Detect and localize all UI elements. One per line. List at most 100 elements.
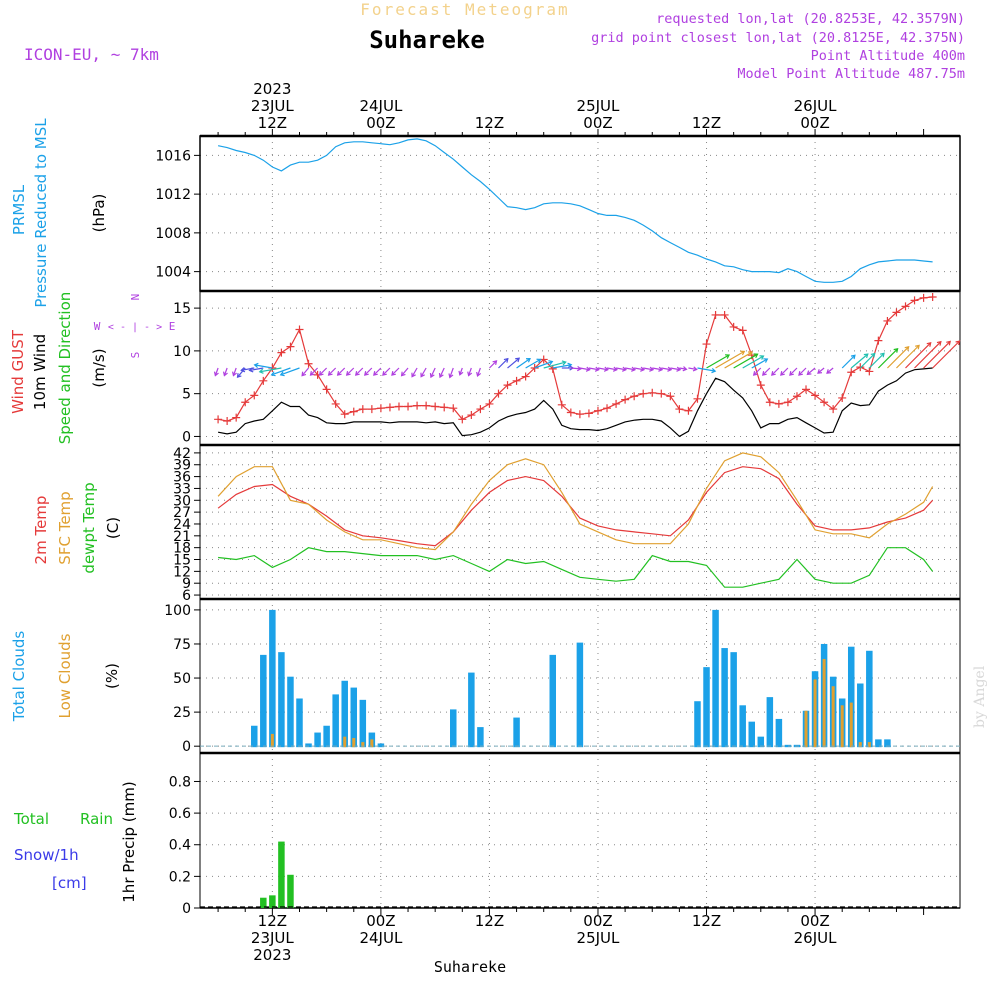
gust-marker (811, 391, 820, 400)
bar-low-clouds (858, 742, 862, 748)
wind-arrow (652, 367, 663, 371)
wind-arrow-head (863, 353, 869, 359)
wind-arrow (742, 355, 764, 369)
wind-arrow-head (594, 366, 600, 372)
wind-arrow (859, 353, 876, 369)
pressure-unit: (hPa) (90, 194, 108, 233)
y-tick-label: 0.8 (169, 774, 191, 790)
wind-arrow (579, 367, 590, 371)
wind-arrow (850, 353, 869, 369)
bar-low-clouds (804, 710, 808, 748)
bar-low-clouds (822, 658, 826, 748)
gust-marker (756, 381, 765, 390)
wind-arrow (670, 367, 681, 371)
wind-arrow-head (740, 350, 746, 356)
y-tick-label: 27 (173, 505, 191, 521)
wind-arrow-head (503, 357, 509, 363)
wind-arrow (301, 367, 309, 377)
y-tick-label: 10 (173, 344, 191, 360)
wind-arrow-head (936, 340, 942, 346)
bottom-time-label: 24JUL (359, 929, 402, 947)
bar-total-clouds (757, 736, 765, 748)
temp-unit: (C) (104, 517, 122, 539)
wind-arrow-head (467, 371, 473, 377)
gust-marker (693, 394, 702, 403)
total-clouds-label: Total Clouds (10, 631, 28, 723)
wind-arrow (254, 364, 273, 369)
wind-arrow (249, 367, 264, 372)
wind-arrow (886, 346, 910, 369)
wind-arrow-head (789, 371, 794, 376)
gust-marker (566, 408, 575, 417)
gust-marker (838, 393, 847, 402)
wind-arrow (223, 367, 228, 376)
wind-arrow (319, 367, 328, 376)
compass-dash: < - | - > (108, 322, 162, 333)
bar-total-clouds (450, 709, 457, 748)
gust-marker (639, 389, 648, 398)
wind-arrow (373, 367, 382, 376)
gust-marker (241, 398, 250, 407)
compass-w: W (94, 320, 101, 333)
wind-arrow (771, 367, 780, 376)
y-tick-label: 0 (182, 429, 191, 445)
bar-total-clouds (721, 648, 728, 748)
panel-frame (199, 752, 961, 909)
gust-marker (630, 392, 639, 401)
wind-arrow-head (525, 357, 531, 363)
gust-marker (214, 415, 223, 424)
wind-arrow (798, 367, 807, 376)
bar-total-clouds (694, 701, 701, 748)
wind-arrow (391, 367, 400, 376)
model-altitude: Model Point Altitude 487.75m (737, 66, 965, 82)
bar-low-clouds (840, 705, 844, 748)
bar-rain (269, 895, 276, 908)
gust-marker (431, 402, 440, 411)
bar-low-clouds (867, 742, 871, 748)
bar-total-clouds (739, 705, 746, 748)
wind-arrow-head (373, 371, 378, 376)
wind-arrow (382, 367, 391, 376)
wind-arrow (751, 358, 768, 369)
bar-total-clouds (305, 743, 312, 748)
gust-marker (394, 402, 403, 411)
wind-arrow (516, 358, 531, 369)
bar-total-clouds (884, 739, 891, 748)
gust-marker (358, 405, 367, 414)
wind-arrow-head (515, 357, 521, 363)
wind-arrow (780, 367, 789, 376)
gust-marker (304, 359, 313, 368)
wind-arrow-head (240, 367, 246, 373)
y-tick-label: 50 (173, 671, 191, 687)
bottom-time-label: 23JUL (251, 929, 294, 947)
bar-low-clouds (370, 739, 374, 748)
wind-arrow (310, 367, 319, 376)
wind-arrow (459, 367, 463, 375)
wind-arrow (525, 358, 541, 369)
panel-frame (199, 444, 961, 600)
gust-marker (856, 363, 865, 372)
y-tick-label: 0.6 (169, 806, 191, 822)
wind-arrow-head (476, 371, 482, 377)
bar-total-clouds (377, 743, 385, 748)
series-wind-line (217, 367, 933, 438)
gust-marker (738, 326, 747, 335)
wind-arrow (643, 367, 654, 371)
wind-arrow-head (826, 369, 832, 374)
series-temp2m-line (217, 466, 934, 547)
wind-arrow-head (850, 354, 856, 360)
gust-marker (901, 302, 910, 311)
wind-arrow (489, 360, 497, 369)
top-time-label: 12Z (258, 114, 287, 132)
top-time-label: 25JUL (577, 97, 620, 115)
y-tick-label: 75 (173, 637, 191, 653)
wind-arrow-head (448, 373, 454, 379)
total-rain-label: Total (13, 810, 49, 828)
gust-marker (874, 336, 883, 345)
bar-rain (287, 874, 294, 908)
y-tick-label: 30 (173, 493, 191, 509)
wind-arrow (634, 367, 645, 371)
y-tick-label: 18 (173, 541, 191, 557)
top-time-label: 24JUL (359, 97, 402, 115)
